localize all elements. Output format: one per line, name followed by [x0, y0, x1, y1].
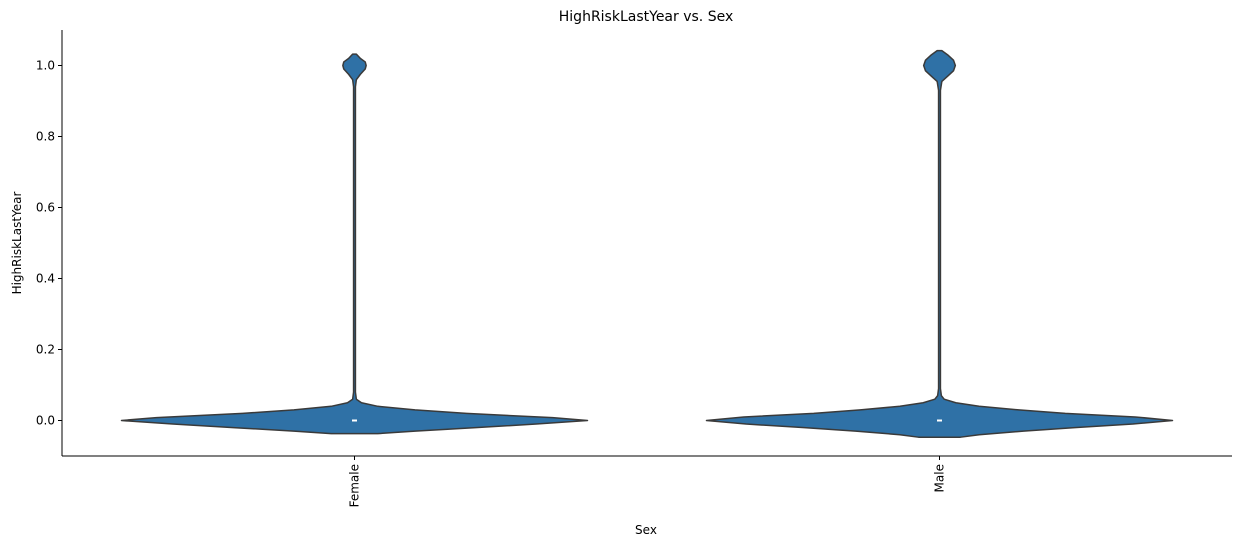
y-tick-label: 0.0: [36, 414, 55, 428]
y-tick-label: 0.6: [36, 201, 55, 215]
chart-title: HighRiskLastYear vs. Sex: [559, 9, 733, 25]
y-tick-label: 0.4: [36, 272, 55, 286]
violin-female: [120, 53, 589, 435]
y-tick-label: 1.0: [36, 59, 55, 73]
y-tick-label: 0.8: [36, 130, 55, 144]
x-tick-label-male: Male: [933, 464, 947, 492]
y-tick-label: 0.2: [36, 343, 55, 357]
violin-male: [705, 49, 1174, 438]
x-axis-label: Sex: [635, 523, 657, 537]
y-axis-label: HighRiskLastYear: [10, 192, 24, 295]
plot-area: 0.0 0.2 0.4 0.6 0.8 1.0 Female Male: [36, 30, 1232, 507]
x-tick-label-female: Female: [348, 464, 362, 507]
